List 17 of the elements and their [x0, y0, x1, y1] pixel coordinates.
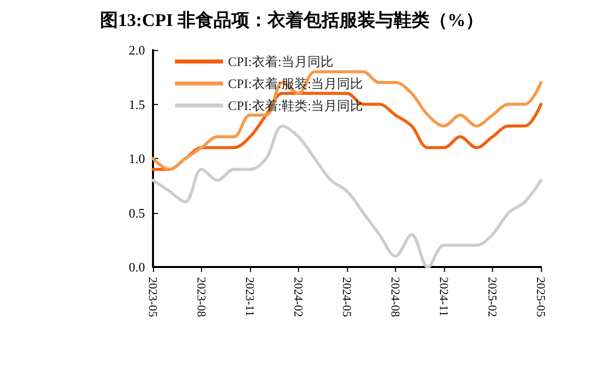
x-tick-label: 2024-08 [388, 277, 402, 317]
x-tick-label: 2023-08 [194, 277, 208, 317]
x-tick-label: 2023-05 [146, 277, 160, 317]
x-tick-label: 2024-11 [437, 277, 451, 317]
x-tick-label: 2023-11 [243, 277, 257, 317]
y-tick-label: 2.0 [128, 42, 145, 58]
legend-label: CPI:衣着:当月同比 [228, 54, 334, 69]
x-tick-label: 2025-02 [486, 277, 500, 317]
x-tick-label: 2025-05 [534, 277, 548, 317]
y-tick-label: 0.0 [128, 260, 145, 274]
x-tick-label: 2024-02 [292, 277, 306, 317]
chart-title: 图13:CPI 非食品项：衣着包括服装与鞋类（%） [100, 10, 484, 30]
y-tick-label: 1.0 [128, 151, 145, 166]
y-tick-label: 0.5 [128, 205, 145, 220]
y-tick-label: 1.5 [128, 96, 145, 112]
x-tick-label: 2024-05 [340, 277, 354, 317]
line-series [152, 70, 542, 171]
